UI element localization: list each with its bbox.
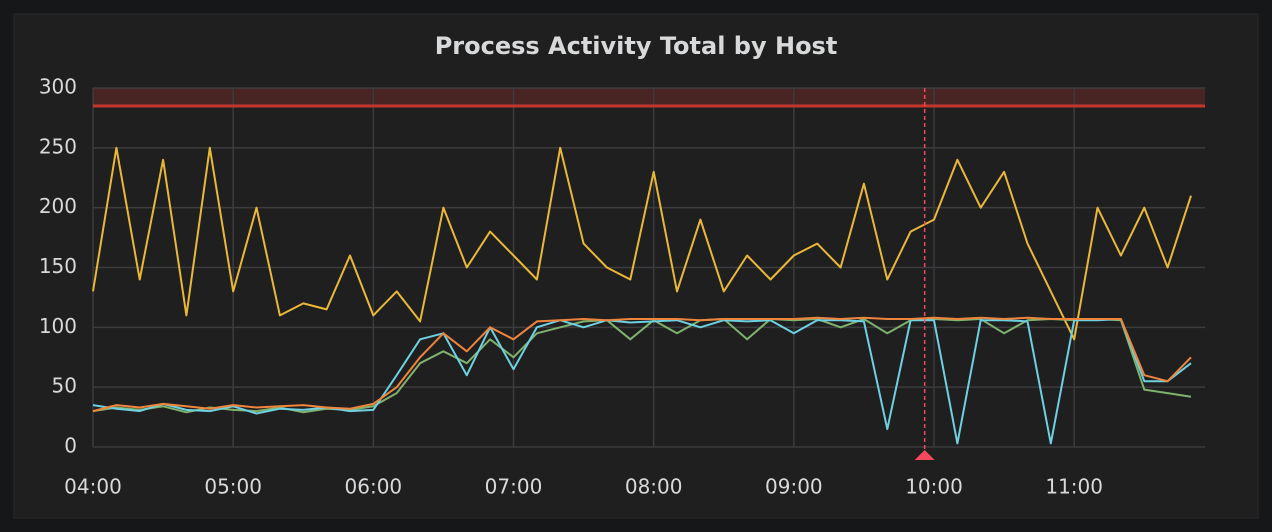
series-line — [92, 318, 1192, 445]
x-tick-label: 09:00 — [765, 475, 823, 499]
series-line — [92, 146, 1192, 341]
y-tick-label: 250 — [39, 134, 77, 158]
x-tick-label: 11:00 — [1045, 475, 1103, 499]
y-tick-label: 50 — [52, 374, 77, 398]
x-tick-label: 05:00 — [204, 475, 262, 499]
annotation-marker — [914, 450, 935, 460]
x-tick-label: 07:00 — [485, 475, 543, 499]
y-tick-label: 0 — [64, 434, 77, 458]
x-tick-label: 10:00 — [905, 475, 963, 499]
x-tick-label: 08:00 — [625, 475, 683, 499]
series-line — [92, 316, 1192, 413]
threshold-band — [93, 88, 1205, 106]
y-tick-label: 200 — [39, 194, 77, 218]
plot-area: 0 50 100 150 200 250 300 04:00 05:00 06:00 07:00 08… — [39, 75, 1205, 499]
y-tick-label: 100 — [39, 314, 77, 338]
chart-title: Process Activity Total by Host — [435, 32, 838, 60]
series-line — [92, 318, 1192, 414]
y-tick-label: 300 — [39, 75, 77, 99]
x-tick-label: 04:00 — [64, 475, 122, 499]
panel — [13, 13, 1259, 519]
x-tick-label: 06:00 — [345, 475, 403, 499]
y-tick-label: 150 — [39, 254, 77, 278]
